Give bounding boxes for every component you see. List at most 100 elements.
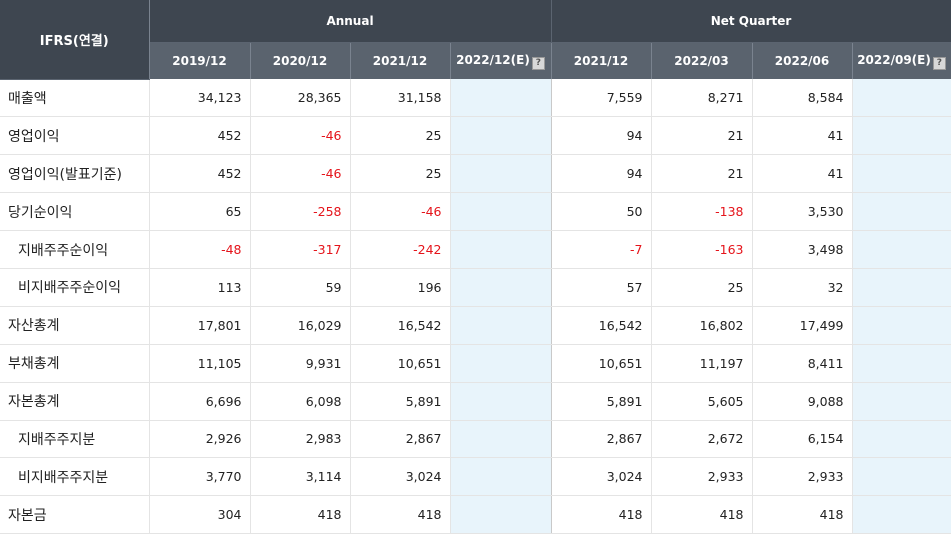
table-cell [852, 230, 951, 269]
group-header-annual: Annual [149, 0, 552, 43]
table-cell: 2,672 [651, 420, 753, 459]
table-cell: 10,651 [551, 344, 652, 383]
table-row: 부채총계 11,105 9,931 10,651 10,651 11,197 8,411 [0, 344, 951, 383]
group-header-net-quarter: Net Quarter [551, 0, 951, 43]
table-cell: 6,098 [250, 382, 351, 421]
table-cell: 16,542 [350, 306, 451, 345]
table-cell: 8,584 [752, 79, 853, 118]
table-cell [450, 420, 552, 459]
table-cell: 41 [752, 116, 853, 156]
table-cell: 7,559 [551, 79, 652, 118]
row-label: 지배주주지분 [0, 420, 150, 459]
table-cell: 452 [149, 116, 251, 156]
table-cell [852, 382, 951, 421]
table-cell [450, 344, 552, 383]
table-cell: 6,696 [149, 382, 251, 421]
table-cell: 17,499 [752, 306, 853, 345]
row-label: 당기순이익 [0, 192, 150, 232]
table-cell: 21 [651, 154, 753, 194]
table-cell: -317 [250, 230, 351, 269]
table-cell [852, 457, 951, 497]
table-cell: 32 [752, 268, 853, 307]
table-cell [852, 154, 951, 194]
table-cell [852, 306, 951, 345]
row-label: 자산총계 [0, 306, 150, 345]
table-row: 영업이익 452 -46 25 94 21 41 [0, 116, 951, 156]
row-label: 영업이익 [0, 116, 150, 156]
table-cell: 11,105 [149, 344, 251, 383]
column-header: 2021/12 [551, 42, 652, 79]
table-cell: 5,605 [651, 382, 753, 421]
row-label: 지배주주순이익 [0, 230, 150, 269]
table-cell: 11,197 [651, 344, 753, 383]
table-cell: 21 [651, 116, 753, 156]
table-cell: 9,931 [250, 344, 351, 383]
table-cell [852, 79, 951, 118]
row-label: 매출액 [0, 79, 150, 118]
table-cell: -48 [149, 230, 251, 269]
table-cell [450, 382, 552, 421]
column-header: 2022/09(E)? [852, 42, 951, 79]
row-label: 비지배주주지분 [0, 457, 150, 497]
table-cell: 25 [350, 154, 451, 194]
table-cell: 10,651 [350, 344, 451, 383]
table-cell: 59 [250, 268, 351, 307]
table-cell [852, 495, 951, 534]
table-cell: -242 [350, 230, 451, 269]
table-cell [450, 306, 552, 345]
table-cell: 196 [350, 268, 451, 307]
table-cell [852, 116, 951, 156]
column-header-label: 2021/12 [372, 54, 428, 68]
table-cell: 418 [250, 495, 351, 534]
table-cell [450, 495, 552, 534]
table-cell: -46 [350, 192, 451, 232]
table-cell: 6,154 [752, 420, 853, 459]
table-cell: 2,867 [350, 420, 451, 459]
table-cell [450, 79, 552, 118]
table-cell: 2,983 [250, 420, 351, 459]
table-row: 지배주주지분 2,926 2,983 2,867 2,867 2,672 6,154 [0, 420, 951, 459]
row-label: 비지배주주순이익 [0, 268, 150, 307]
table-cell [450, 116, 552, 156]
column-header: 2019/12 [149, 42, 251, 79]
table-cell: 16,542 [551, 306, 652, 345]
table-cell: 28,365 [250, 79, 351, 118]
table-cell: 25 [350, 116, 451, 156]
column-header-label: 2019/12 [172, 54, 227, 68]
table-row: 당기순이익 65 -258 -46 50 -138 3,530 [0, 192, 951, 232]
table-cell: 41 [752, 154, 853, 194]
question-mark-icon[interactable]: ? [932, 56, 946, 70]
table-cell: 418 [551, 495, 652, 534]
table-cell [852, 420, 951, 459]
table-row: 지배주주순이익 -48 -317 -242 -7 -163 3,498 [0, 230, 951, 269]
table-cell: 25 [651, 268, 753, 307]
table-row: 영업이익(발표기준) 452 -46 25 94 21 41 [0, 154, 951, 194]
table-cell: 2,933 [752, 457, 853, 497]
table-cell: -163 [651, 230, 753, 269]
table-cell: 31,158 [350, 79, 451, 118]
question-mark-icon[interactable]: ? [531, 56, 545, 70]
table-cell: -258 [250, 192, 351, 232]
table-cell: 5,891 [350, 382, 451, 421]
table-cell: 418 [350, 495, 451, 534]
table-cell: 418 [752, 495, 853, 534]
table-cell: 2,933 [651, 457, 753, 497]
table-cell: 3,024 [350, 457, 451, 497]
table-cell: 3,498 [752, 230, 853, 269]
table-row: 자산총계 17,801 16,029 16,542 16,542 16,802 17,499 [0, 306, 951, 345]
column-header: 2021/12 [350, 42, 451, 79]
table-row: 비지배주주지분 3,770 3,114 3,024 3,024 2,933 2,933 [0, 457, 951, 497]
table-cell: 418 [651, 495, 753, 534]
table-cell: 3,114 [250, 457, 351, 497]
row-label: 자본금 [0, 495, 150, 534]
column-header-label: 2022/06 [774, 54, 830, 68]
column-header: 2022/06 [752, 42, 853, 79]
table-cell [852, 344, 951, 383]
column-header: 2020/12 [250, 42, 351, 79]
table-cell [450, 192, 552, 232]
table-cell: 5,891 [551, 382, 652, 421]
table-cell: 3,024 [551, 457, 652, 497]
table-cell: 8,271 [651, 79, 753, 118]
table-cell: 2,926 [149, 420, 251, 459]
